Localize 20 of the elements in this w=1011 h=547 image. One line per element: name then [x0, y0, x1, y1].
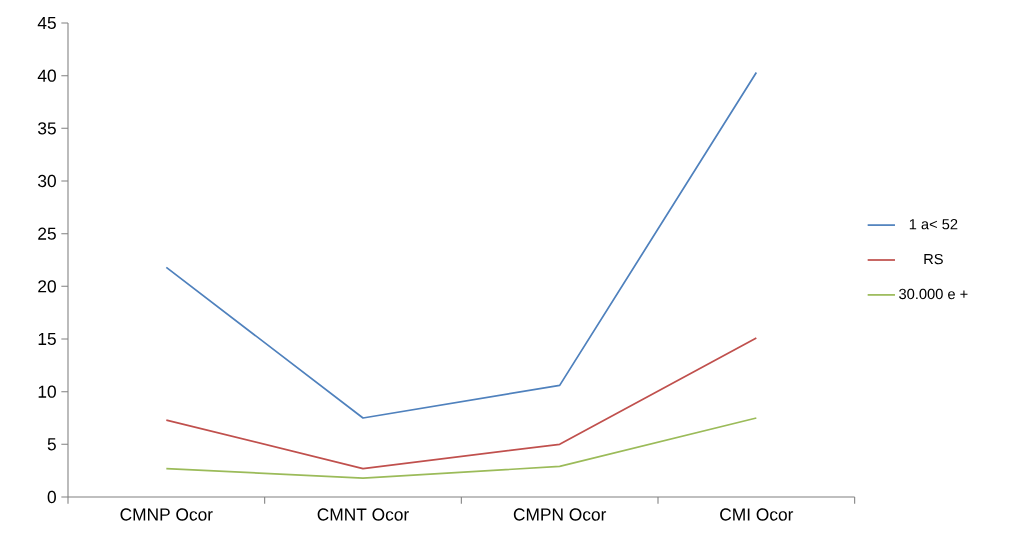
y-tick-label: 40 [37, 69, 56, 82]
y-tick-label: 30 [38, 174, 56, 188]
x-tick-label: CMNT Ocor [317, 508, 409, 521]
y-tick-label: 20 [38, 280, 56, 293]
x-tick-label: CMI Ocor [720, 508, 794, 521]
y-tick-label: 0 [47, 490, 56, 504]
y-tick-label: 5 [47, 438, 56, 451]
line-series [165, 71, 758, 419]
legend-label: RS [924, 253, 943, 265]
legend-label: 1 a< 52 [909, 218, 958, 230]
y-tick-label: 45 [37, 16, 56, 30]
line-series [165, 337, 758, 470]
y-tick-label: 35 [38, 122, 56, 135]
x-tick-label: CMPN Ocor [513, 508, 607, 521]
x-tick-label: CMNP Ocor [120, 508, 213, 521]
line-series [165, 417, 758, 479]
y-tick-label: 10 [38, 385, 56, 398]
y-tick-label: 15 [38, 332, 56, 346]
y-tick-label: 25 [38, 227, 56, 240]
legend-label: 30.000 e + [899, 288, 968, 300]
